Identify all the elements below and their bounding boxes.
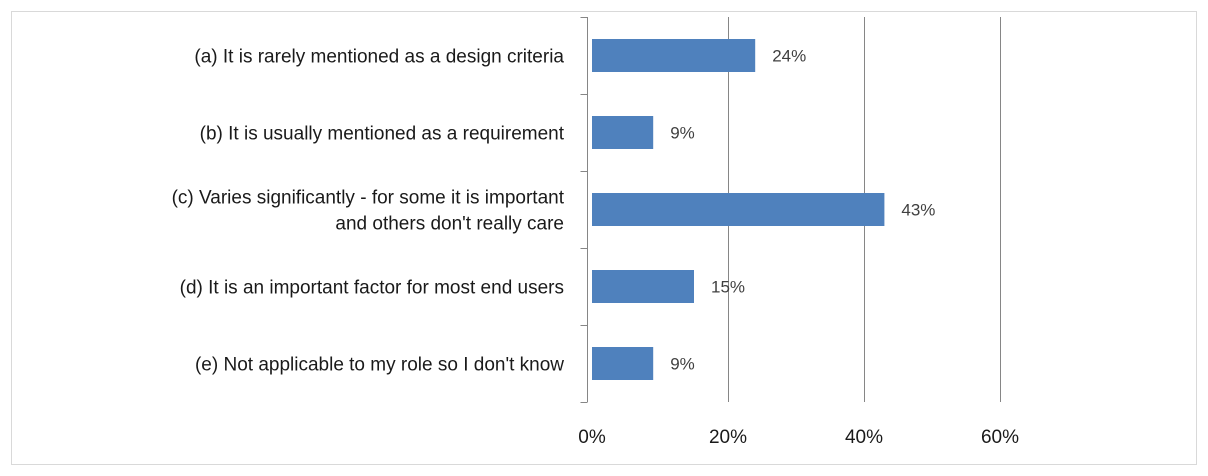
x-tick-label-20: 20% xyxy=(709,427,747,448)
data-label-b: 9% xyxy=(670,124,695,143)
bar-a xyxy=(592,39,756,72)
category-label-d: (d) It is an important factor for most e… xyxy=(180,278,564,299)
x-tick-label-40: 40% xyxy=(845,427,883,448)
chart-area xyxy=(11,11,1197,465)
data-label-c: 43% xyxy=(901,201,935,220)
bar-e xyxy=(592,347,654,380)
data-label-a: 24% xyxy=(772,47,806,66)
data-label-e: 9% xyxy=(670,355,695,374)
category-label-a: (a) It is rarely mentioned as a design c… xyxy=(194,47,564,68)
category-label-e: (e) Not applicable to my role so I don't… xyxy=(195,355,564,376)
data-label-d: 15% xyxy=(711,278,745,297)
category-label-c-line-1: (c) Varies significantly - for some it i… xyxy=(172,188,565,209)
category-label-c-line-2: and others don't really care xyxy=(335,214,564,235)
bar-b xyxy=(592,116,654,149)
bar-c xyxy=(592,193,885,226)
x-tick-label-0: 0% xyxy=(578,427,606,448)
bar-d xyxy=(592,270,694,303)
category-label-b: (b) It is usually mentioned as a require… xyxy=(200,124,565,145)
x-tick-label-60: 60% xyxy=(981,427,1019,448)
